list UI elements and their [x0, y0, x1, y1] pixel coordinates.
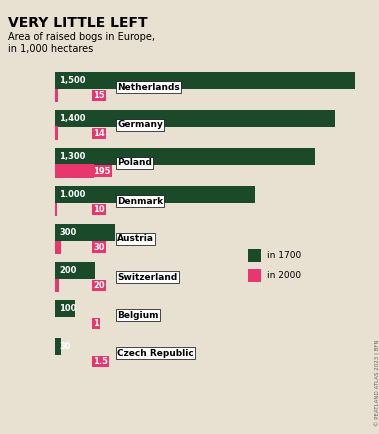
- Text: Belgium: Belgium: [117, 310, 158, 319]
- Bar: [248, 249, 261, 262]
- Bar: [55, 262, 95, 279]
- Bar: [55, 164, 94, 178]
- Text: Germany: Germany: [117, 121, 163, 129]
- Bar: [55, 148, 315, 164]
- Bar: [55, 89, 58, 102]
- Text: © PEATLAND ATLAS 2023 | BFN: © PEATLAND ATLAS 2023 | BFN: [375, 339, 379, 426]
- Text: 200: 200: [59, 266, 77, 275]
- Text: in 2000: in 2000: [267, 271, 301, 280]
- Text: 1,500: 1,500: [59, 76, 86, 85]
- Text: 300: 300: [59, 228, 76, 237]
- Text: 1.000: 1.000: [59, 190, 85, 199]
- Text: 30: 30: [59, 342, 70, 351]
- Text: 10: 10: [93, 205, 105, 214]
- Text: 15: 15: [93, 91, 105, 100]
- Bar: [55, 279, 59, 292]
- Bar: [248, 269, 261, 282]
- Text: in 1700: in 1700: [267, 251, 301, 260]
- Text: 1.5: 1.5: [93, 357, 108, 366]
- Text: 100: 100: [59, 304, 77, 313]
- Text: Poland: Poland: [117, 158, 152, 168]
- Bar: [55, 203, 57, 216]
- Text: Switzerland: Switzerland: [117, 273, 177, 282]
- Bar: [55, 338, 61, 355]
- Text: Area of raised bogs in Europe,
in 1,000 hectares: Area of raised bogs in Europe, in 1,000 …: [8, 32, 155, 54]
- Text: Netherlands: Netherlands: [117, 82, 180, 92]
- Text: 1,300: 1,300: [59, 152, 85, 161]
- Bar: [55, 240, 61, 254]
- Bar: [55, 126, 58, 140]
- Bar: [55, 72, 355, 89]
- Text: 20: 20: [93, 281, 105, 290]
- Bar: [55, 110, 335, 126]
- Text: 1,400: 1,400: [59, 114, 86, 123]
- Text: Czech Republic: Czech Republic: [117, 349, 194, 358]
- Text: VERY LITTLE LEFT: VERY LITTLE LEFT: [8, 16, 148, 30]
- Bar: [55, 224, 115, 240]
- Text: Denmark: Denmark: [117, 197, 163, 206]
- Bar: [55, 186, 255, 203]
- Text: 14: 14: [93, 129, 105, 138]
- Text: 1: 1: [93, 319, 99, 328]
- Text: Austria: Austria: [117, 234, 154, 243]
- Bar: [55, 300, 75, 316]
- Text: 30: 30: [93, 243, 105, 252]
- Text: 195: 195: [93, 167, 111, 176]
